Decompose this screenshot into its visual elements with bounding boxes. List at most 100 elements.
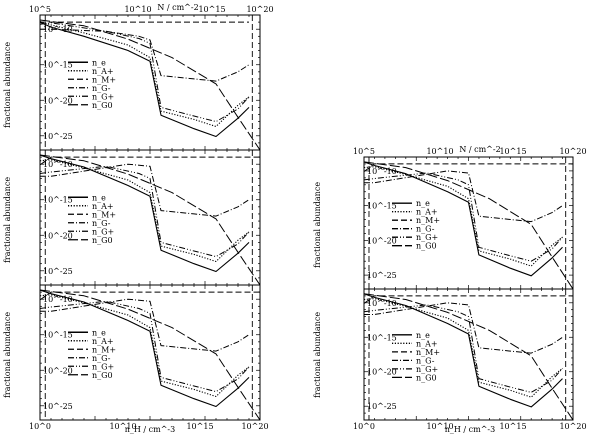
left-middle-legend-label: n_G0	[92, 236, 113, 245]
right-top-series-n_G0	[364, 161, 573, 289]
left-middle-legend-label: n_G-	[92, 219, 111, 228]
right-top-legend-label: n_G+	[416, 233, 438, 242]
left-bottom-legend-label: n_G-	[92, 354, 111, 363]
right-bottom-legend-label: n_e	[416, 331, 430, 340]
left-bottom-legend-label: n_G+	[92, 362, 114, 371]
left-top-xtick-label-3: 10^20	[246, 5, 273, 14]
left-bottom-xtick-label-2: 10^15	[186, 422, 213, 431]
right-bottom-xtick-label-3: 10^20	[559, 422, 586, 431]
right-bottom-axis-title: n_H / cm^-3	[445, 425, 495, 434]
left-top-frame	[39, 14, 261, 151]
left-top-ylabel: fractional abundance	[3, 42, 12, 128]
right-bottom-ytick-label: 10^-10	[367, 299, 397, 308]
left-bottom-legend-label: n_e	[92, 328, 106, 337]
left-bottom-series-n_Gplus	[40, 300, 250, 393]
left-bottom-series-n_Aplus	[40, 294, 250, 398]
right-top-series-n_Gminus	[364, 170, 563, 223]
right-top-ytick-label: 10^-20	[367, 236, 397, 245]
left-bottom-panel: 10^-10 10^-15 10^-20 10^-25 n_en_A+n_M+n_G-n…	[39, 284, 261, 421]
right-bottom-panel: 10^-10 10^-15 10^-20 10^-25 n_en_A+n_M+n_G-n…	[363, 288, 574, 421]
right-bottom-series-group	[364, 293, 573, 420]
left-bottom-ytick-label: 10^-10	[43, 295, 73, 304]
left-top-xtick-label-2: 10^15	[198, 5, 225, 14]
right-top-legend-label: n_A+	[416, 208, 438, 217]
left-top-ytick-label: 10^-20	[43, 96, 73, 105]
left-bottom-series-group	[40, 289, 260, 420]
right-top-series-n_Mplus	[364, 163, 573, 173]
right-top-series-n_Aplus	[364, 166, 563, 267]
left-top-panel: 10^-10 10^-15 10^-20 10^-25 n_en_A+n_M+n_G-n…	[39, 14, 261, 151]
right-top-series-n_e	[364, 161, 563, 277]
left-bottom-ytick-label: 10^-25	[43, 402, 73, 411]
right-bottom-ytick-label: 10^-25	[367, 402, 397, 411]
right-top-frame	[363, 156, 574, 290]
left-bottom-legend-label: n_M+	[92, 345, 116, 354]
left-bottom-ylabel: fractional abundance	[3, 312, 12, 398]
left-bottom-legend-label: n_G0	[92, 371, 113, 380]
left-top-xtick-label-1: 10^10	[124, 5, 151, 14]
left-middle-series-n_Gplus	[40, 165, 250, 258]
left-middle-series-n_G0	[40, 154, 260, 285]
left-bottom-axis-title: n_H / cm^-3	[125, 425, 175, 434]
left-bottom-legend-label: n_A+	[92, 337, 114, 346]
right-top-legend-label: n_M+	[416, 216, 440, 225]
right-top-xtick-label-3: 10^20	[559, 147, 586, 156]
left-middle-ytick-label: 10^-10	[43, 160, 73, 169]
left-top-legend-label: n_G0	[92, 101, 113, 110]
right-top-xtick-label-0: 10^5	[353, 147, 375, 156]
right-bottom-legend-label: n_G+	[416, 365, 438, 374]
left-top-series-n_G0	[40, 19, 260, 150]
right-bottom-series-n_Gplus	[364, 304, 563, 393]
left-bottom-xtick-label-3: 10^20	[241, 422, 268, 431]
left-middle-legend-label: n_M+	[92, 210, 116, 219]
right-bottom-series-n_Aplus	[364, 298, 563, 398]
right-top-legend-label: n_e	[416, 199, 430, 208]
right-top-xtick-label-1: 10^10	[426, 147, 453, 156]
left-middle-frame	[39, 149, 261, 286]
right-top-ytick-label: 10^-25	[367, 271, 397, 280]
right-top-ytick-label: 10^-10	[367, 167, 397, 176]
right-top-series-n_Gplus	[364, 172, 563, 262]
left-middle-legend-label: n_A+	[92, 202, 114, 211]
right-top-ytick-label: 10^-15	[367, 202, 397, 211]
right-bottom-ytick-label: 10^-20	[367, 368, 397, 377]
left-top-series-n_Gplus	[40, 22, 250, 123]
left-bottom-series-n_e	[40, 289, 250, 408]
right-top-series-group	[364, 161, 573, 289]
right-top-axis-title: N / cm^-2	[459, 145, 500, 154]
left-middle-series-group	[40, 154, 260, 285]
right-top-panel: 10^-10 10^-15 10^-20 10^-25 n_en_A+n_M+n_G-n…	[363, 156, 574, 290]
left-top-series-n_Aplus	[40, 20, 250, 128]
right-top-legend-label: n_G0	[416, 242, 437, 251]
left-top-legend-label: n_M+	[92, 75, 116, 84]
panels-group: 10^-1010^-1510^-2010^-25n_en_A+n_M+n_G-n…	[39, 14, 574, 421]
left-top-ytick-label: 10^-15	[43, 61, 73, 70]
right-bottom-xtick-label-2: 10^15	[499, 422, 526, 431]
left-top-legend-label: n_e	[92, 58, 106, 67]
left-bottom-xtick-label-1: 10^10	[109, 422, 136, 431]
right-bottom-ytick-label: 10^-15	[367, 333, 397, 342]
right-bottom-series-n_e	[364, 293, 563, 408]
left-middle-series-n_e	[40, 154, 250, 273]
left-top-series-n_Gminus	[40, 28, 250, 82]
right-bottom-series-n_Gminus	[364, 302, 563, 354]
right-top-legend-label: n_G-	[416, 225, 435, 234]
left-middle-series-n_Aplus	[40, 159, 250, 263]
left-middle-ytick-label: 10^-20	[43, 231, 73, 240]
left-bottom-ytick-label: 10^-15	[43, 331, 73, 340]
left-bottom-series-n_G0	[40, 289, 260, 420]
right-bottom-xtick-label-1: 10^10	[426, 422, 453, 431]
left-bottom-series-n_Gminus	[40, 298, 250, 352]
left-middle-series-n_Mplus	[40, 156, 260, 166]
left-middle-ytick-label: 10^-25	[43, 267, 73, 276]
left-top-series-n_e	[40, 21, 250, 138]
left-top-legend-label: n_A+	[92, 67, 114, 76]
left-bottom-ytick-label: 10^-20	[43, 366, 73, 375]
left-top-axis-title: N / cm^-2	[157, 3, 198, 12]
left-top-legend-label: n_G-	[92, 84, 111, 93]
left-top-xtick-label-0: 10^5	[29, 5, 51, 14]
left-bottom-series-n_Mplus	[40, 291, 260, 301]
left-middle-series-n_Gminus	[40, 163, 250, 217]
right-top-ylabel: fractional abundance	[313, 182, 322, 268]
left-bottom-xtick-label-0: 10^0	[29, 422, 51, 431]
